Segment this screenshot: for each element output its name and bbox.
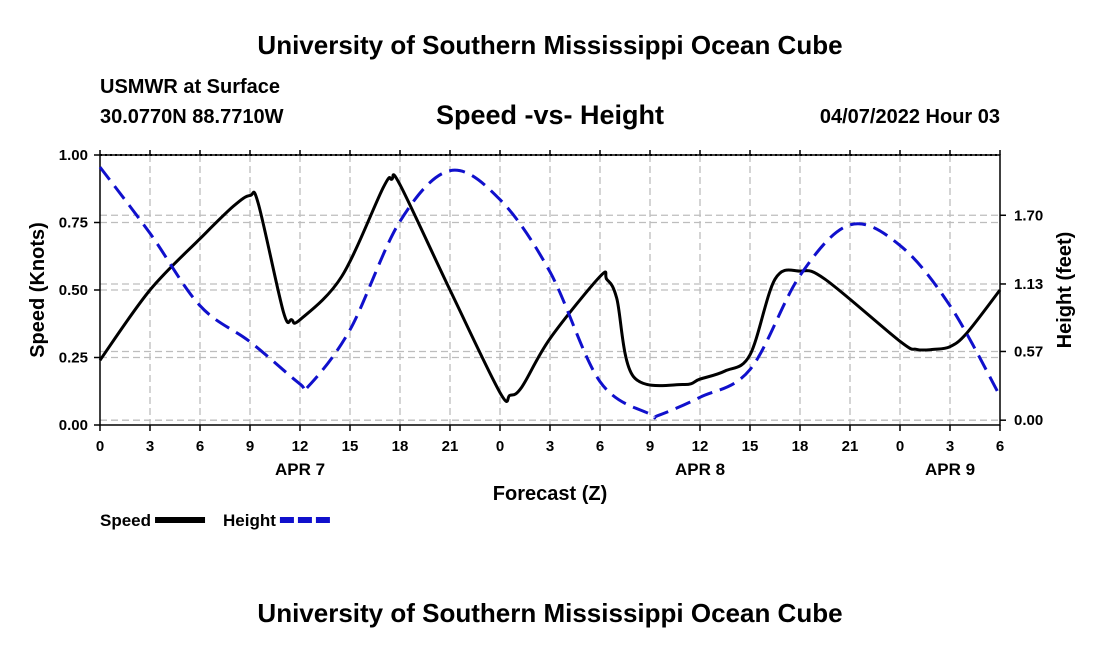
series-line-speed bbox=[98, 173, 1002, 403]
y2-axis-label: Height (feet) bbox=[1054, 232, 1076, 349]
series bbox=[98, 166, 1002, 420]
legend-label-height: Height bbox=[223, 511, 276, 530]
legend: Speed Height bbox=[100, 511, 330, 530]
x-tick-label: 15 bbox=[342, 438, 359, 455]
x-tick-label: 3 bbox=[146, 438, 154, 455]
legend-label-speed: Speed bbox=[100, 511, 151, 530]
station-label: USMWR at Surface bbox=[100, 76, 281, 98]
x-date-label: APR 9 bbox=[925, 460, 975, 479]
x-tick-label: 9 bbox=[646, 438, 654, 455]
x-tick-label: 0 bbox=[496, 438, 504, 455]
x-tick-label: 0 bbox=[96, 438, 104, 455]
series-line-height bbox=[98, 166, 1002, 420]
x-tick-label: 6 bbox=[596, 438, 604, 455]
grid bbox=[100, 155, 1000, 425]
y-tick-label: 0.25 bbox=[59, 350, 88, 367]
x-tick-label: 18 bbox=[792, 438, 809, 455]
x-axis-label: Forecast (Z) bbox=[493, 483, 607, 505]
x-tick-label: 21 bbox=[842, 438, 859, 455]
x-tick-label: 6 bbox=[196, 438, 204, 455]
x-tick-label: 12 bbox=[292, 438, 309, 455]
x-tick-label: 12 bbox=[692, 438, 709, 455]
y2-tick-label: 1.70 bbox=[1014, 207, 1043, 224]
y2-tick-label: 0.57 bbox=[1014, 343, 1043, 360]
x-tick-label: 15 bbox=[742, 438, 759, 455]
axis-ticks: 0 3 6 9 12 15 18 21 0 3 6 9 12 15 18 21 0 3 6 APR 7 APR 8 APR… bbox=[59, 147, 1043, 479]
y-axis-label: Speed (Knots) bbox=[27, 222, 49, 358]
y-tick-label: 0.75 bbox=[59, 215, 88, 232]
footer-title: University of Southern Mississippi Ocean… bbox=[257, 598, 843, 628]
forecast-timestamp: 04/07/2022 Hour 03 bbox=[819, 106, 1000, 128]
y-tick-label: 0.00 bbox=[59, 417, 88, 434]
station-coordinates: 30.0770N 88.7710W bbox=[100, 106, 284, 128]
x-tick-label: 18 bbox=[392, 438, 409, 455]
y-tick-label: 0.50 bbox=[59, 282, 88, 299]
x-tick-label: 3 bbox=[946, 438, 954, 455]
x-tick-label: 6 bbox=[996, 438, 1004, 455]
chart-subtitle: Speed -vs- Height bbox=[435, 100, 665, 130]
page-title: University of Southern Mississippi Ocean… bbox=[257, 30, 843, 60]
x-tick-label: 9 bbox=[246, 438, 254, 455]
x-date-label: APR 8 bbox=[675, 460, 725, 479]
y-tick-label: 1.00 bbox=[59, 147, 88, 164]
x-tick-label: 0 bbox=[896, 438, 904, 455]
x-tick-label: 3 bbox=[546, 438, 554, 455]
x-tick-label: 21 bbox=[442, 438, 459, 455]
y2-tick-label: 0.00 bbox=[1014, 412, 1043, 429]
x-date-label: APR 7 bbox=[275, 460, 325, 479]
y2-tick-label: 1.13 bbox=[1014, 276, 1043, 293]
